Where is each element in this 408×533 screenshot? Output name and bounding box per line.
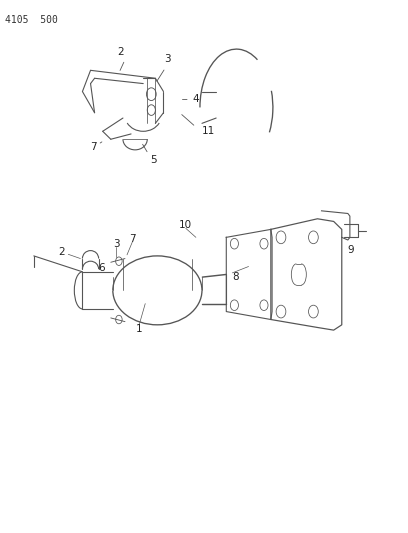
Text: 2: 2 xyxy=(58,247,65,257)
Text: 4: 4 xyxy=(193,94,199,104)
Text: 7: 7 xyxy=(91,142,97,152)
Text: 8: 8 xyxy=(232,272,239,282)
Text: 6: 6 xyxy=(98,263,105,273)
Text: 7: 7 xyxy=(129,234,135,244)
Text: 4105  500: 4105 500 xyxy=(5,14,58,25)
Text: 5: 5 xyxy=(150,156,157,165)
Text: 1: 1 xyxy=(136,324,142,334)
Text: 11: 11 xyxy=(202,126,215,136)
Text: 3: 3 xyxy=(113,239,120,249)
Text: 9: 9 xyxy=(348,245,355,255)
Text: 2: 2 xyxy=(118,47,124,57)
Text: 10: 10 xyxy=(179,220,192,230)
Text: 3: 3 xyxy=(164,54,171,64)
